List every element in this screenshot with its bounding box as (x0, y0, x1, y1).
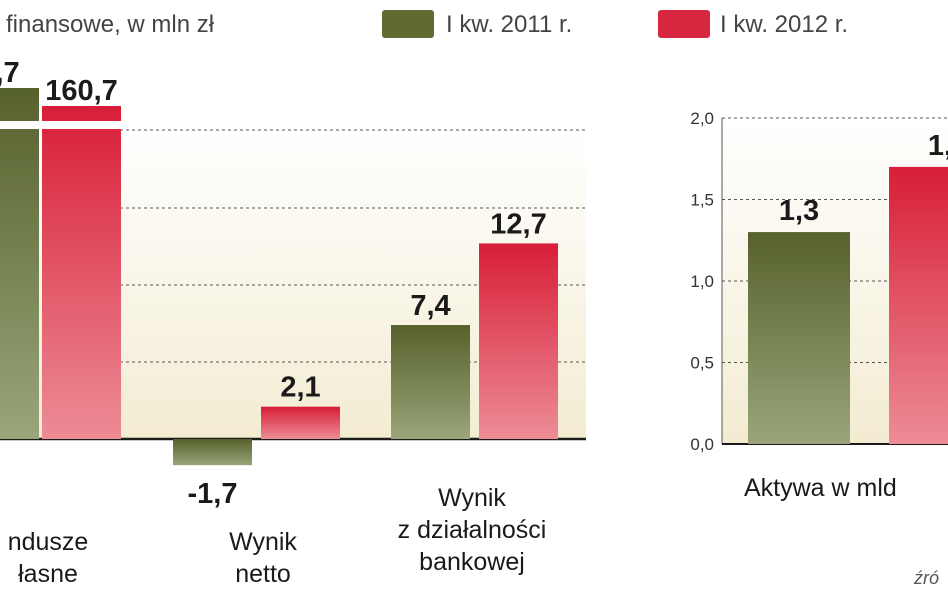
y-tick-label: 1,0 (690, 272, 714, 291)
y-tick-label: 0,0 (690, 435, 714, 454)
value-label-2012-0: 160,7 (45, 75, 118, 107)
category-label-0: ndusze (8, 528, 89, 556)
category-label-aktywa: Aktywa w mld (744, 474, 897, 502)
source-note: źró (913, 568, 939, 588)
right-value-labels: 1,3 1, (779, 130, 948, 227)
y-tick-label: 0,5 (690, 354, 714, 373)
legend: I kw. 2011 r. I kw. 2012 r. (382, 10, 848, 38)
y-tick-label: 2,0 (690, 109, 714, 128)
bar-aktywa-2011 (748, 232, 850, 444)
axis-break-gap (40, 121, 123, 129)
right-category-labels: Aktywa w mld (744, 474, 897, 502)
bar-aktywa-2012 (889, 166, 948, 444)
chart-subtitle: finansowe, w mln zł (6, 11, 215, 38)
value-label-2012-2: 12,7 (490, 208, 546, 240)
axis-break-gap (0, 121, 41, 129)
category-label-0: łasne (18, 560, 78, 588)
legend-label-2012: I kw. 2012 r. (720, 11, 848, 38)
bar-2011-1 (173, 439, 252, 466)
left-category-labels: ndusze łasne Wynik netto Wynik z działalności… (8, 484, 547, 588)
legend-label-2011: I kw. 2011 r. (446, 11, 572, 38)
legend-swatch-2011 (382, 10, 434, 38)
value-label-2011-1: -1,7 (188, 478, 238, 510)
value-label-2011-2: 7,4 (410, 290, 450, 322)
bar-2012-1 (261, 406, 340, 439)
bar-2012-0 (42, 106, 121, 439)
bar-2011-0 (0, 88, 39, 439)
category-label-2: Wynik (438, 484, 506, 512)
right-bars (748, 166, 948, 444)
value-label-2012-1: 2,1 (280, 372, 320, 404)
bar-2011-2 (391, 325, 470, 439)
value-label-aktywa-2011: 1,3 (779, 195, 819, 227)
legend-swatch-2012 (658, 10, 710, 38)
left-value-labels: 0,7 160,7 -1,7 2,1 7,4 12,7 (0, 57, 547, 510)
left-bars (0, 88, 558, 466)
category-label-1: Wynik (229, 528, 297, 556)
y-tick-label: 1,5 (690, 191, 714, 210)
category-label-2: z działalności (398, 516, 547, 544)
category-label-1: netto (235, 560, 291, 588)
value-label-aktywa-2012: 1, (928, 130, 948, 162)
category-label-2: bankowej (419, 548, 525, 576)
bar-2012-2 (479, 243, 558, 439)
value-label-2011-0: 0,7 (0, 57, 20, 89)
